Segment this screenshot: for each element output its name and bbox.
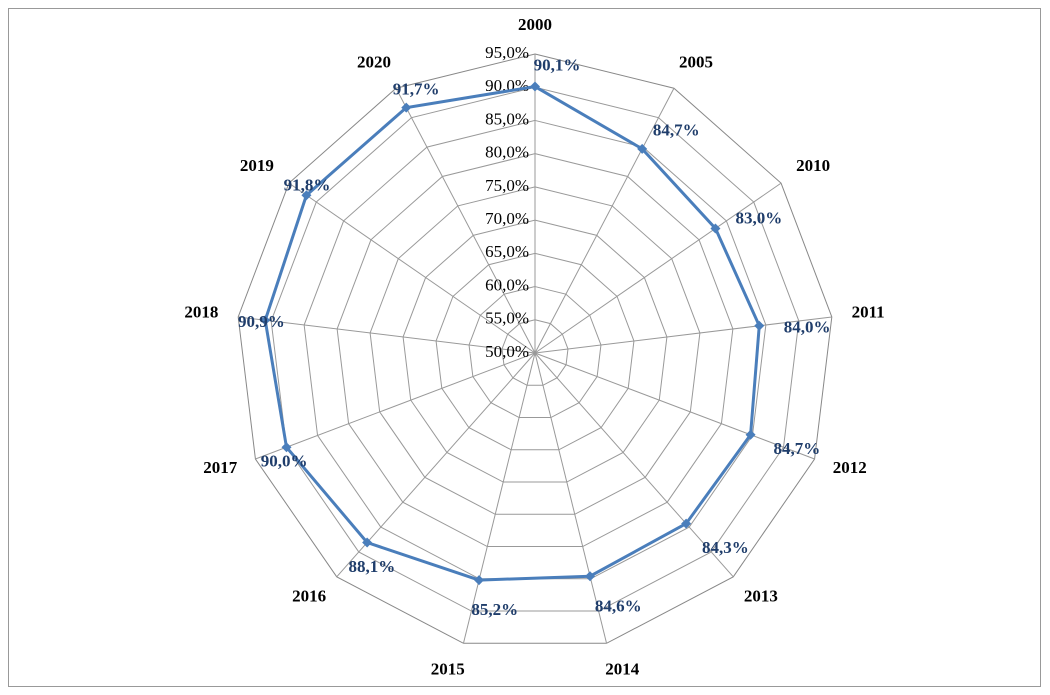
spoke xyxy=(534,316,832,354)
value-label: 84,6% xyxy=(595,596,642,615)
grid-ring xyxy=(369,186,701,515)
value-label: 84,0% xyxy=(784,318,831,337)
tick-label: 70,0% xyxy=(485,209,529,228)
category-label: 2010 xyxy=(796,156,830,175)
point-marker xyxy=(585,571,596,582)
category-label: 2014 xyxy=(605,659,640,678)
category-label: 2011 xyxy=(852,302,885,321)
point-marker xyxy=(281,442,292,453)
spoke xyxy=(534,182,782,354)
category-label: 2000 xyxy=(518,15,552,34)
spoke xyxy=(534,352,608,644)
tick-label: 60,0% xyxy=(485,275,529,294)
grid-ring xyxy=(468,286,602,419)
spoke xyxy=(534,352,815,460)
category-label: 2019 xyxy=(240,156,274,175)
value-label: 90,1% xyxy=(534,55,581,74)
point-marker xyxy=(474,575,485,586)
category-label: 2020 xyxy=(357,52,391,71)
point-marker xyxy=(681,518,692,529)
tick-label: 95,0% xyxy=(485,43,529,62)
series-line xyxy=(263,84,761,582)
grid-ring xyxy=(501,319,569,386)
grid-ring xyxy=(402,219,668,483)
point-marker xyxy=(530,81,540,92)
spoke xyxy=(336,352,536,578)
value-label: 85,2% xyxy=(471,600,518,619)
point-marker xyxy=(301,190,312,201)
value-label: 84,7% xyxy=(774,439,821,458)
spoke xyxy=(395,88,536,354)
value-label: 90,0% xyxy=(261,451,308,470)
category-label: 2005 xyxy=(679,52,713,71)
tick-label: 65,0% xyxy=(485,242,529,261)
spoke xyxy=(462,352,536,644)
grid-ring xyxy=(270,86,800,612)
category-label: 2016 xyxy=(292,587,326,606)
point-marker xyxy=(362,537,373,548)
grid-ring xyxy=(336,153,734,548)
spoke xyxy=(288,182,536,354)
tick-label: 80,0% xyxy=(485,143,529,162)
grid-ring xyxy=(237,53,833,644)
value-label: 83,0% xyxy=(735,209,782,228)
category-label: 2017 xyxy=(203,458,238,477)
value-label: 84,7% xyxy=(653,121,700,140)
point-marker xyxy=(710,223,721,234)
spoke xyxy=(255,352,536,460)
category-label: 2012 xyxy=(833,458,867,477)
spoke xyxy=(534,88,675,354)
category-label: 2018 xyxy=(184,302,218,321)
value-label: 91,8% xyxy=(284,175,331,194)
value-label: 88,1% xyxy=(349,557,396,576)
point-marker xyxy=(401,102,412,113)
tick-label: 75,0% xyxy=(485,176,529,195)
point-marker xyxy=(754,320,765,331)
chart-border xyxy=(8,8,1041,687)
value-label: 84,3% xyxy=(702,538,749,557)
point-marker xyxy=(637,143,648,154)
spoke xyxy=(238,316,536,354)
category-label: 2015 xyxy=(431,659,465,678)
tick-label: 85,0% xyxy=(485,109,529,128)
point-marker xyxy=(260,315,271,326)
point-marker xyxy=(745,429,756,440)
spoke xyxy=(534,352,734,578)
tick-label: 55,0% xyxy=(485,309,529,328)
value-label: 91,7% xyxy=(393,80,440,99)
grid-ring xyxy=(435,252,635,451)
category-label: 2013 xyxy=(744,587,778,606)
tick-label: 50,0% xyxy=(485,342,529,361)
value-label: 90,9% xyxy=(238,312,285,331)
